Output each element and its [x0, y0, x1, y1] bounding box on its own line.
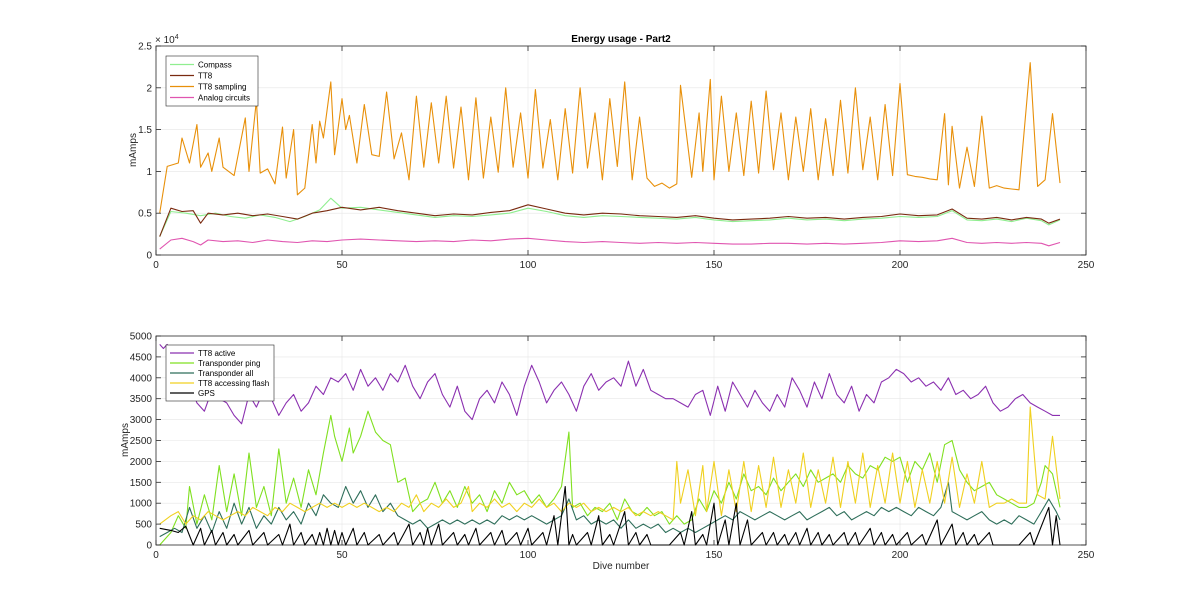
- x-tick-label: 50: [336, 550, 348, 561]
- legend-label: GPS: [198, 389, 215, 398]
- y-tick-label: 5000: [130, 332, 153, 343]
- top-y-axis-label: mAmps: [128, 133, 139, 167]
- bottom-x-axis-label: Dive number: [593, 561, 650, 572]
- x-tick-label: 100: [520, 260, 537, 271]
- legend-label: TT8 active: [198, 349, 236, 358]
- bottom-axes: 0 50 100 150 200 2500500100015002000250030003…: [120, 332, 1095, 573]
- y-tick-label: 2: [146, 83, 152, 94]
- series-line-tt8-sampling: [159, 62, 1061, 214]
- y-tick-label: 3500: [130, 394, 153, 405]
- x-tick-label: 150: [706, 550, 723, 561]
- x-tick-label: 150: [706, 260, 723, 271]
- y-tick-label: 1500: [130, 478, 153, 489]
- y-tick-label: 0.5: [138, 209, 152, 220]
- x-tick-label: 100: [520, 550, 537, 561]
- series-line-tt8-active: [159, 343, 1060, 425]
- x-tick-label: 0: [153, 550, 159, 561]
- y-tick-label: 4000: [130, 373, 153, 384]
- bottom-y-axis-label: mAmps: [120, 423, 131, 457]
- series-line-gps: [159, 485, 1061, 546]
- legend-label: Compass: [198, 61, 232, 70]
- y-tick-label: 2000: [130, 457, 153, 468]
- y-tick-label: 1.5: [138, 125, 152, 136]
- bottom-axes-series: [159, 343, 1061, 546]
- legend-label: TT8 accessing flash: [198, 379, 269, 388]
- bottom-axes-grid: [156, 336, 1086, 545]
- y-tick-label: 0: [146, 251, 152, 262]
- exponent-base: × 10: [155, 35, 175, 46]
- series-line-transponder-all: [159, 481, 1061, 538]
- x-tick-label: 50: [336, 260, 348, 271]
- top-chart-title: Energy usage - Part2: [571, 34, 671, 45]
- legend-label: TT8: [198, 72, 213, 81]
- legend-label: Transponder ping: [198, 359, 260, 368]
- y-tick-label: 3000: [130, 415, 153, 426]
- x-tick-label: 250: [1078, 260, 1095, 271]
- top-axes-frame: [155, 45, 1087, 256]
- top-y-exponent: × 104: [155, 34, 179, 46]
- y-tick-label: 500: [135, 520, 152, 531]
- y-tick-label: 4500: [130, 352, 153, 363]
- top-axes-series: [159, 62, 1061, 250]
- y-tick-label: 1000: [130, 499, 153, 510]
- x-tick-label: 0: [153, 260, 159, 271]
- bottom-axes-ticks: 0 50 100 150 200 2500500100015002000250030003…: [130, 332, 1095, 562]
- x-tick-label: 200: [892, 260, 909, 271]
- series-line-tt8: [159, 204, 1061, 237]
- series-line-compass: [159, 197, 1061, 237]
- series-line-tt8-accessing-flash: [159, 406, 1061, 525]
- x-tick-label: 250: [1078, 550, 1095, 561]
- top-axes-ticks: 0 50 100 150 200 250 0 0.5 1 1.5 2 2.5: [138, 42, 1095, 272]
- y-tick-label: 1: [146, 167, 152, 178]
- y-tick-label: 0: [146, 541, 152, 552]
- y-tick-label: 2500: [130, 436, 153, 447]
- series-line-transponder-ping: [159, 410, 1061, 546]
- legend-label: TT8 sampling: [198, 83, 246, 92]
- x-tick-label: 200: [892, 550, 909, 561]
- legend-label: Transponder all: [198, 369, 254, 378]
- legend-label: Analog circuits: [198, 94, 250, 103]
- top-axes: 0 50 100 150 200 250 0 0.5 1 1.5 2 2.5 Energy usage…: [128, 34, 1095, 271]
- series-line-analog-circuits: [159, 237, 1061, 250]
- top-legend: Compass TT8 TT8 sampling Analog circuits: [165, 55, 259, 107]
- exponent-power: 4: [175, 34, 179, 41]
- y-tick-label: 2.5: [138, 42, 152, 53]
